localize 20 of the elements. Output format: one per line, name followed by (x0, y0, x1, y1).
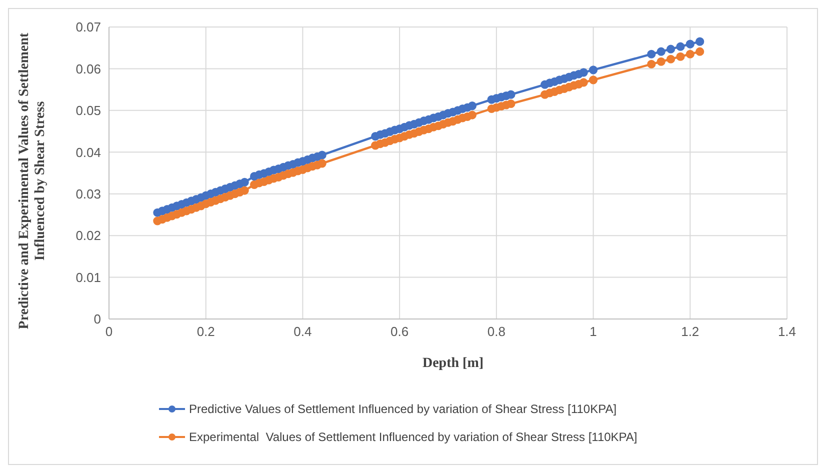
x-tick-label: 1 (590, 324, 597, 340)
x-tick-label: 0 (105, 324, 113, 340)
x-tick-label: 1.4 (778, 324, 796, 340)
x-tick-label: 1.2 (681, 324, 700, 340)
x-tick-label: 0.8 (487, 324, 506, 340)
x-tick-label: 0.6 (390, 324, 409, 340)
x-tick-label: 0.2 (196, 324, 215, 340)
y-axis-title: Predictive and Experimental Values of Settlement Influenced by Shear Stress (17, 32, 49, 331)
y-tick-label: 0.05 (76, 103, 101, 118)
y-tick-label: 0.02 (76, 228, 101, 244)
y-tick-label: 0.04 (76, 144, 101, 160)
y-tick-label: 0.07 (76, 20, 101, 35)
legend-label: Predictive Values of Settlement Influenced by variation of Shear Stress [110KPA] (189, 402, 617, 416)
legend-label: Experimental Values of Settlement Influenced by variation of Shear Stress [110KPA] (189, 430, 638, 444)
y-tick-label: 0.03 (76, 186, 101, 202)
x-axis-title: Depth [m] (421, 356, 485, 372)
y-tick-label: 0 (94, 312, 101, 327)
y-tick-label: 0.06 (76, 61, 101, 76)
x-tick-label: 0.4 (294, 324, 312, 340)
y-tick-label: 0.01 (76, 270, 101, 285)
